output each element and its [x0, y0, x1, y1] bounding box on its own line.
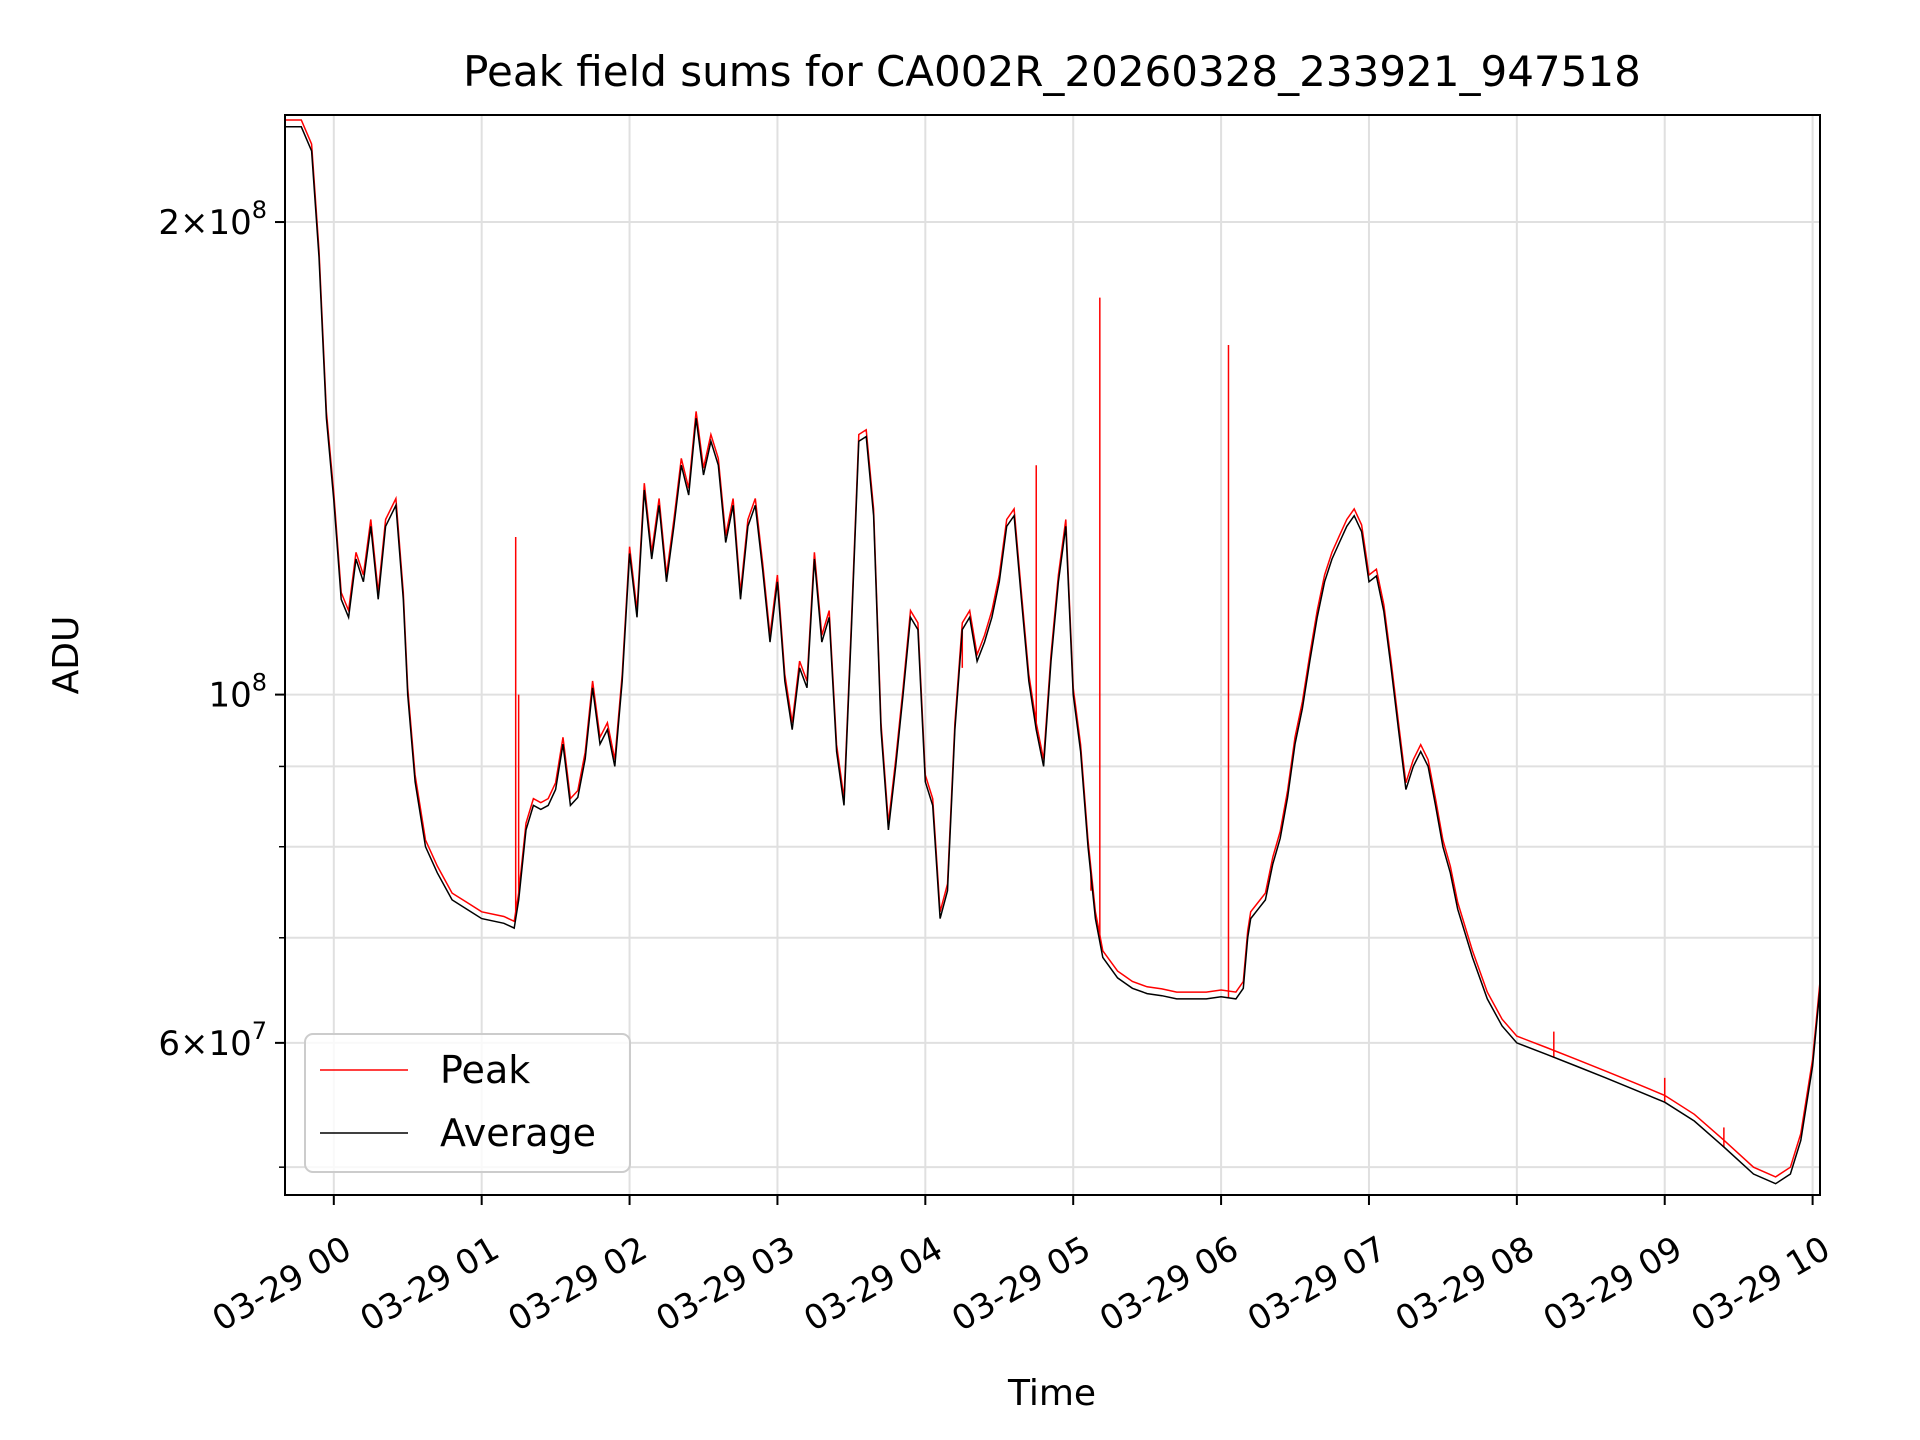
y-axis-label: ADU [46, 616, 87, 695]
series-layer [285, 119, 1820, 1185]
x-tick-label: 03-29 03 [649, 1229, 801, 1340]
x-tick-label: 03-29 02 [502, 1229, 654, 1340]
x-tick-label: 03-29 05 [945, 1229, 1097, 1340]
y-tick-label: 108 [208, 669, 267, 716]
x-tick-label: 03-29 00 [206, 1229, 358, 1340]
x-tick-label: 03-29 10 [1685, 1229, 1837, 1340]
chart-title: Peak field sums for CA002R_20260328_2339… [463, 47, 1641, 96]
x-tick-label: 03-29 09 [1537, 1229, 1689, 1340]
legend-average-label: Average [440, 1111, 596, 1155]
y-tick-label: 6×107 [158, 1017, 267, 1064]
x-tick-label: 03-29 07 [1241, 1229, 1393, 1340]
y-tick-label: 2×108 [158, 196, 267, 243]
x-tick-label: 03-29 08 [1389, 1229, 1541, 1340]
legend: Peak Average [304, 1033, 631, 1173]
legend-peak-label: Peak [440, 1048, 530, 1092]
average-series-line [285, 126, 1820, 1185]
x-tick-label: 03-29 01 [354, 1229, 506, 1340]
x-tick-label: 03-29 04 [797, 1229, 949, 1340]
axes-frame [284, 114, 1821, 1196]
x-axis-label: Time [1007, 1373, 1096, 1414]
grid [285, 115, 1820, 1195]
x-tick-label: 03-29 06 [1093, 1229, 1245, 1340]
legend-box [304, 1033, 631, 1173]
